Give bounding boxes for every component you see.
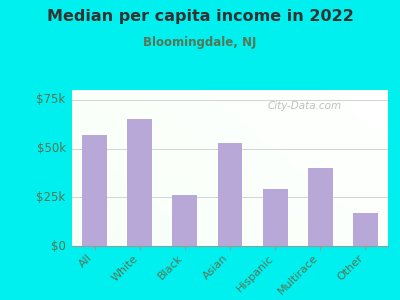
Text: $0: $0 xyxy=(51,239,66,253)
Bar xyxy=(353,213,378,246)
Bar xyxy=(263,190,288,246)
Bar xyxy=(127,119,152,246)
Bar xyxy=(172,195,197,246)
Bar xyxy=(308,168,333,246)
Text: $75k: $75k xyxy=(36,93,66,106)
Text: $25k: $25k xyxy=(36,191,66,204)
Text: Median per capita income in 2022: Median per capita income in 2022 xyxy=(46,9,354,24)
Text: $50k: $50k xyxy=(36,142,66,155)
Bar xyxy=(218,142,242,246)
Text: City-Data.com: City-Data.com xyxy=(268,101,342,111)
Bar xyxy=(82,135,107,246)
Text: Bloomingdale, NJ: Bloomingdale, NJ xyxy=(143,36,257,49)
